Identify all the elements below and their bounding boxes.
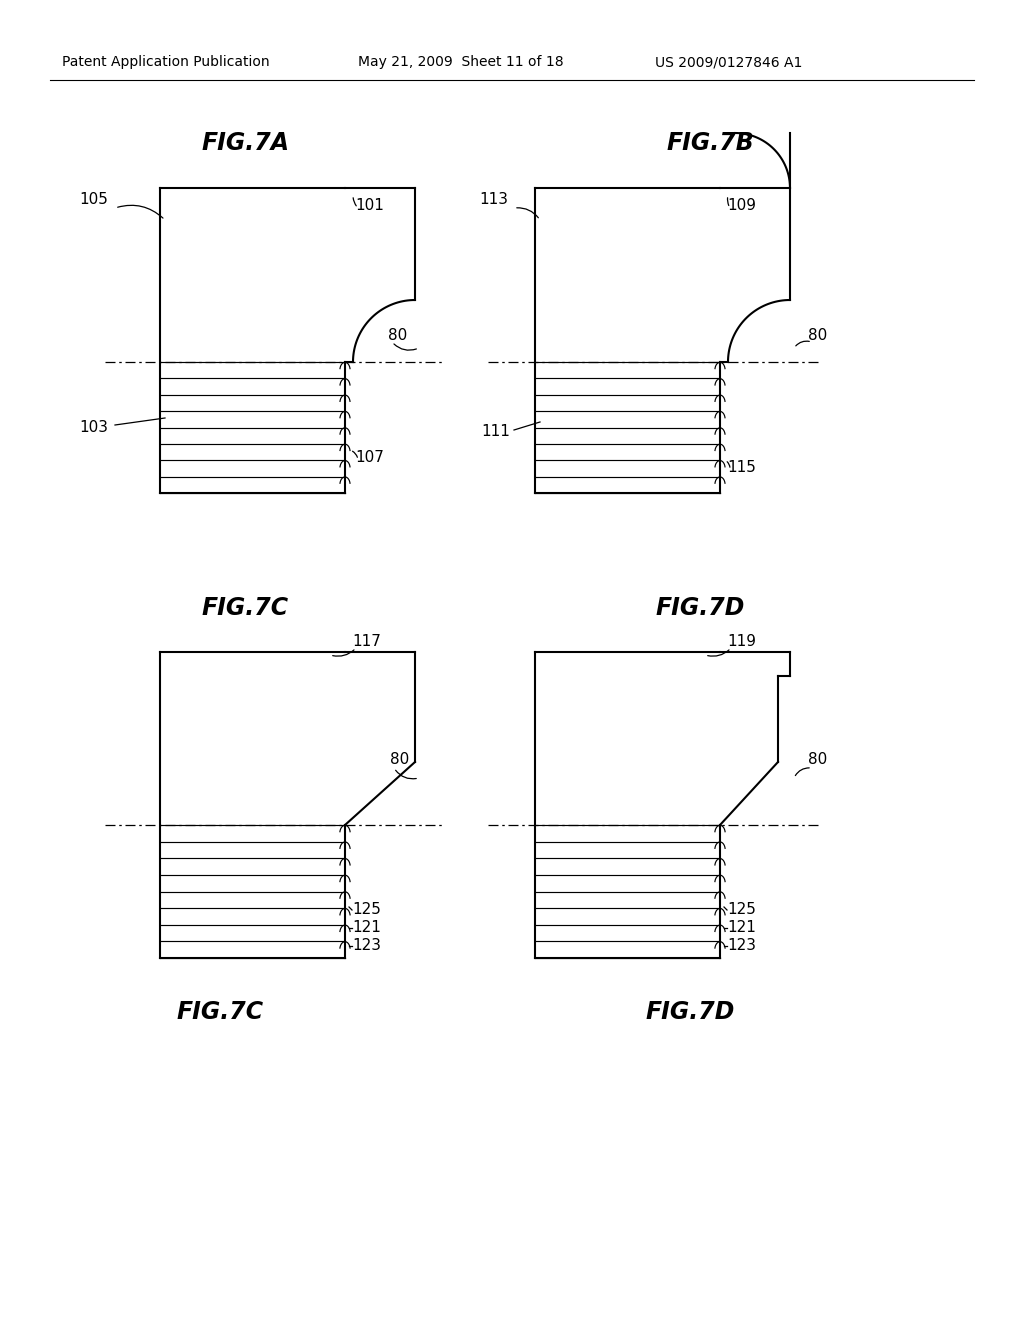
Text: 125: 125 [352, 903, 381, 917]
Text: FIG.7D: FIG.7D [645, 1001, 734, 1024]
Text: FIG.7D: FIG.7D [655, 597, 744, 620]
Text: Patent Application Publication: Patent Application Publication [62, 55, 269, 69]
Text: 111: 111 [481, 425, 510, 440]
Text: 80: 80 [390, 752, 410, 767]
Text: May 21, 2009  Sheet 11 of 18: May 21, 2009 Sheet 11 of 18 [358, 55, 563, 69]
Text: 107: 107 [355, 450, 384, 465]
Text: FIG.7B: FIG.7B [667, 131, 754, 154]
Text: 109: 109 [727, 198, 756, 213]
Text: 121: 121 [352, 920, 381, 936]
Text: 101: 101 [355, 198, 384, 213]
Text: 105: 105 [79, 193, 108, 207]
Text: FIG.7A: FIG.7A [201, 131, 289, 154]
Text: 80: 80 [808, 327, 827, 342]
Text: 123: 123 [352, 939, 381, 953]
Text: 103: 103 [79, 420, 108, 434]
Text: FIG.7C: FIG.7C [176, 1001, 263, 1024]
Text: 80: 80 [388, 327, 408, 342]
Text: 125: 125 [727, 903, 756, 917]
Text: 123: 123 [727, 939, 756, 953]
Text: 113: 113 [479, 193, 508, 207]
Text: US 2009/0127846 A1: US 2009/0127846 A1 [655, 55, 803, 69]
Text: 80: 80 [808, 752, 827, 767]
Text: FIG.7C: FIG.7C [202, 597, 289, 620]
Text: 117: 117 [352, 635, 381, 649]
Text: 119: 119 [727, 635, 756, 649]
Text: 115: 115 [727, 461, 756, 475]
Text: 121: 121 [727, 920, 756, 936]
